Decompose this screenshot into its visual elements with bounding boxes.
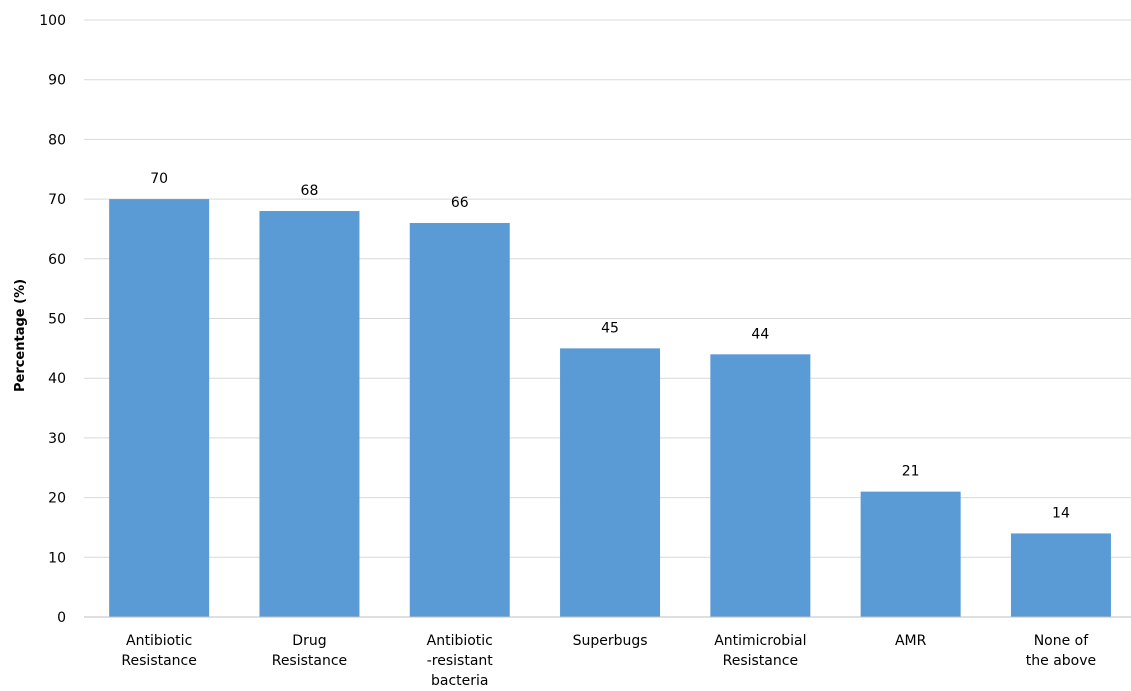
bar-3 xyxy=(560,348,661,617)
y-tick-label-40: 40 xyxy=(48,371,66,387)
y-tick-label-100: 100 xyxy=(39,13,66,29)
x-category-label-line: bacteria xyxy=(431,673,489,689)
y-tick-label-90: 90 xyxy=(48,73,66,89)
x-category-label-line: Antimicrobial xyxy=(714,633,806,649)
x-category-label-4: Antimicrobial Resistance xyxy=(714,633,806,669)
data-label-2: 66 xyxy=(451,195,469,211)
bar-6 xyxy=(1010,533,1111,617)
x-category-label-3: Superbugs xyxy=(573,633,648,649)
x-category-label-line: Antibiotic xyxy=(427,633,493,649)
x-category-label-2: Antibiotic -resistant bacteria xyxy=(427,633,494,689)
y-tick-label-60: 60 xyxy=(48,252,66,268)
bar-0 xyxy=(109,199,210,617)
data-labels: 70 68 66 45 44 21 14 xyxy=(150,171,1070,521)
x-category-label-line: Resistance xyxy=(723,653,798,669)
bar-2 xyxy=(409,222,510,618)
y-axis-title: Percentage (%) xyxy=(13,279,28,392)
x-category-label-line: Resistance xyxy=(272,653,347,669)
y-tick-label-70: 70 xyxy=(48,192,66,208)
y-tick-label-20: 20 xyxy=(48,491,66,507)
x-category-label-line: AMR xyxy=(895,633,927,649)
y-tick-label-80: 80 xyxy=(48,132,66,148)
x-category-label-6: None of the above xyxy=(1026,633,1096,669)
x-category-label-1: Drug Resistance xyxy=(272,633,347,669)
data-label-6: 14 xyxy=(1052,505,1070,521)
y-tick-label-50: 50 xyxy=(48,312,66,328)
x-category-label-5: AMR xyxy=(895,633,927,649)
x-category-label-line: Antibiotic xyxy=(126,633,192,649)
bar-4 xyxy=(710,354,811,617)
data-label-1: 68 xyxy=(301,183,319,199)
y-tick-label-0: 0 xyxy=(57,610,66,626)
y-tick-label-30: 30 xyxy=(48,431,66,447)
x-category-label-line: Drug xyxy=(292,633,326,649)
x-category-label-line: the above xyxy=(1026,653,1096,669)
data-label-0: 70 xyxy=(150,171,168,187)
x-category-label-line: -resistant xyxy=(427,653,494,669)
bar-1 xyxy=(259,211,360,618)
y-tick-label-10: 10 xyxy=(48,550,66,566)
x-category-label-line: Resistance xyxy=(121,653,196,669)
data-label-5: 21 xyxy=(902,464,920,480)
gridlines xyxy=(84,19,1131,558)
data-label-4: 44 xyxy=(751,326,769,342)
bar-5 xyxy=(860,491,961,617)
x-category-label-line: Superbugs xyxy=(573,633,648,649)
y-axis-tick-labels: 0 10 20 30 40 50 60 70 80 90 100 xyxy=(39,13,66,626)
data-label-3: 45 xyxy=(601,320,619,336)
x-category-label-0: Antibiotic Resistance xyxy=(121,633,196,669)
x-category-label-line: None of xyxy=(1034,633,1090,649)
bars xyxy=(109,199,1111,618)
